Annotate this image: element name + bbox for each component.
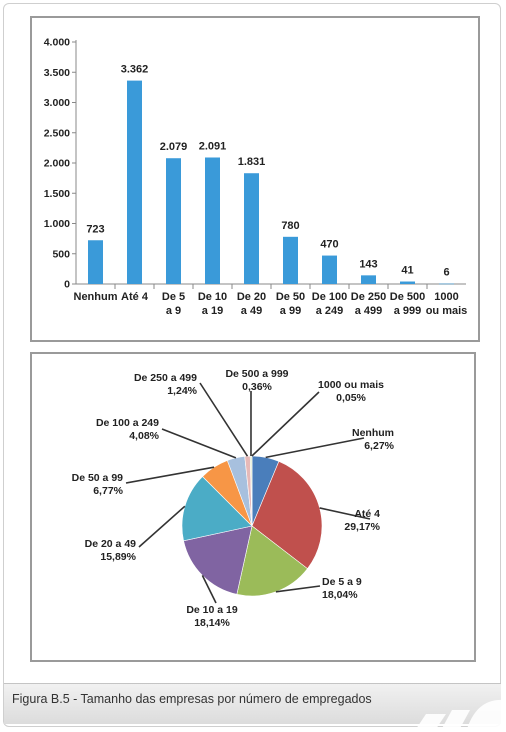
- figure-caption: Figura B.5 - Tamanho das empresas por nú…: [12, 692, 372, 706]
- bar: [244, 173, 259, 284]
- x-tick-label: a 9: [166, 305, 181, 317]
- bar: [127, 80, 142, 284]
- leader-line: [125, 466, 215, 484]
- slice-label: De 500 a 999: [225, 368, 288, 380]
- slice-percent: 6,77%: [93, 485, 123, 497]
- x-tick-label: a 19: [202, 305, 223, 317]
- x-tick-label: Nenhum: [74, 291, 118, 303]
- x-tick-label: a 499: [355, 305, 383, 317]
- caption-bar: Figura B.5 - Tamanho das empresas por nú…: [4, 683, 501, 724]
- y-tick-label: 2.000: [44, 158, 70, 170]
- x-tick-label: a 99: [280, 305, 301, 317]
- x-tick-label: De 500: [390, 291, 425, 303]
- leader-line: [199, 382, 249, 457]
- leader-line: [319, 507, 371, 520]
- slice-label: 1000 ou mais: [318, 379, 384, 391]
- slice-label: Até 4: [354, 508, 380, 520]
- bar: [361, 275, 376, 284]
- slice-label: De 50 a 99: [72, 472, 124, 484]
- slice-label: De 10 a 19: [186, 604, 238, 616]
- slice-percent: 0,36%: [242, 381, 272, 393]
- bar: [205, 157, 220, 284]
- y-tick-label: 500: [52, 248, 70, 260]
- slice-percent: 18,14%: [194, 617, 230, 629]
- x-tick-label: De 250: [351, 291, 386, 303]
- bar: [439, 283, 454, 285]
- data-label: 6: [443, 267, 449, 279]
- bar: [400, 281, 415, 284]
- y-tick-label: 2.500: [44, 127, 70, 139]
- leader-line: [161, 428, 237, 459]
- data-label: 3.362: [121, 64, 149, 76]
- slice-label: De 100 a 249: [96, 417, 159, 429]
- data-label: 41: [401, 265, 413, 277]
- x-tick-label: Até 4: [121, 291, 149, 303]
- leader-line: [251, 391, 320, 457]
- slice-label: De 5 a 9: [322, 576, 362, 588]
- slice-percent: 4,08%: [129, 430, 159, 442]
- y-tick-label: 0: [64, 279, 70, 291]
- bar-chart-panel: 0 500 1.000 1.500 2.000 2.500 3.000 3.500 4.000 7…: [30, 16, 480, 342]
- leader-line: [265, 437, 365, 459]
- y-tick-label: 4.000: [44, 37, 70, 49]
- x-tick-label: a 249: [316, 305, 344, 317]
- pie-slice: [251, 460, 323, 570]
- data-label: 470: [320, 239, 338, 251]
- x-tick-label: 1000: [434, 291, 458, 303]
- slice-percent: 0,05%: [336, 392, 366, 404]
- bar: [322, 255, 337, 284]
- pie-slice: [183, 525, 253, 595]
- slice-percent: 1,24%: [167, 385, 197, 397]
- x-tick-label: De 100: [312, 291, 347, 303]
- data-label: 143: [359, 258, 377, 270]
- bar: [283, 236, 298, 284]
- y-tick-label: 3.000: [44, 97, 70, 109]
- x-tick-label: De 5: [162, 291, 185, 303]
- slice-percent: 29,17%: [344, 521, 380, 533]
- decorative-shapes: [414, 699, 504, 732]
- slice-percent: 18,04%: [322, 589, 358, 601]
- slice-percent: 15,89%: [100, 551, 136, 563]
- y-tick-label: 3.500: [44, 67, 70, 79]
- pie-chart-panel: Nenhum 6,27% Até 4 29,17% De 5 a 9 18,04% De 1…: [30, 352, 476, 662]
- bar-chart: 0 500 1.000 1.500 2.000 2.500 3.000 3.500 4.000 7…: [44, 37, 468, 318]
- x-tick-label: ou mais: [426, 305, 468, 317]
- leader-line: [138, 505, 186, 548]
- x-tick-label: a 999: [394, 305, 422, 317]
- x-tick-label: De 50: [276, 291, 305, 303]
- slice-label: Nenhum: [352, 427, 394, 439]
- data-label: 2.091: [199, 140, 227, 152]
- x-tick-label: De 20: [237, 291, 266, 303]
- y-tick-label: 1.500: [44, 188, 70, 200]
- bar: [166, 158, 181, 284]
- data-label: 723: [86, 223, 104, 235]
- data-label: 1.831: [238, 156, 266, 168]
- data-label: 780: [281, 220, 299, 232]
- leader-line: [275, 585, 321, 593]
- leader-line: [201, 575, 217, 604]
- y-tick-label: 1.000: [44, 218, 70, 230]
- data-label: 2.079: [160, 141, 188, 153]
- slice-label: De 250 a 499: [134, 372, 197, 384]
- pie-slice: [181, 476, 253, 542]
- bar: [88, 240, 103, 284]
- slice-label: De 20 a 49: [85, 538, 137, 550]
- slice-percent: 6,27%: [364, 440, 394, 452]
- x-tick-label: a 49: [241, 305, 262, 317]
- x-tick-label: De 10: [198, 291, 227, 303]
